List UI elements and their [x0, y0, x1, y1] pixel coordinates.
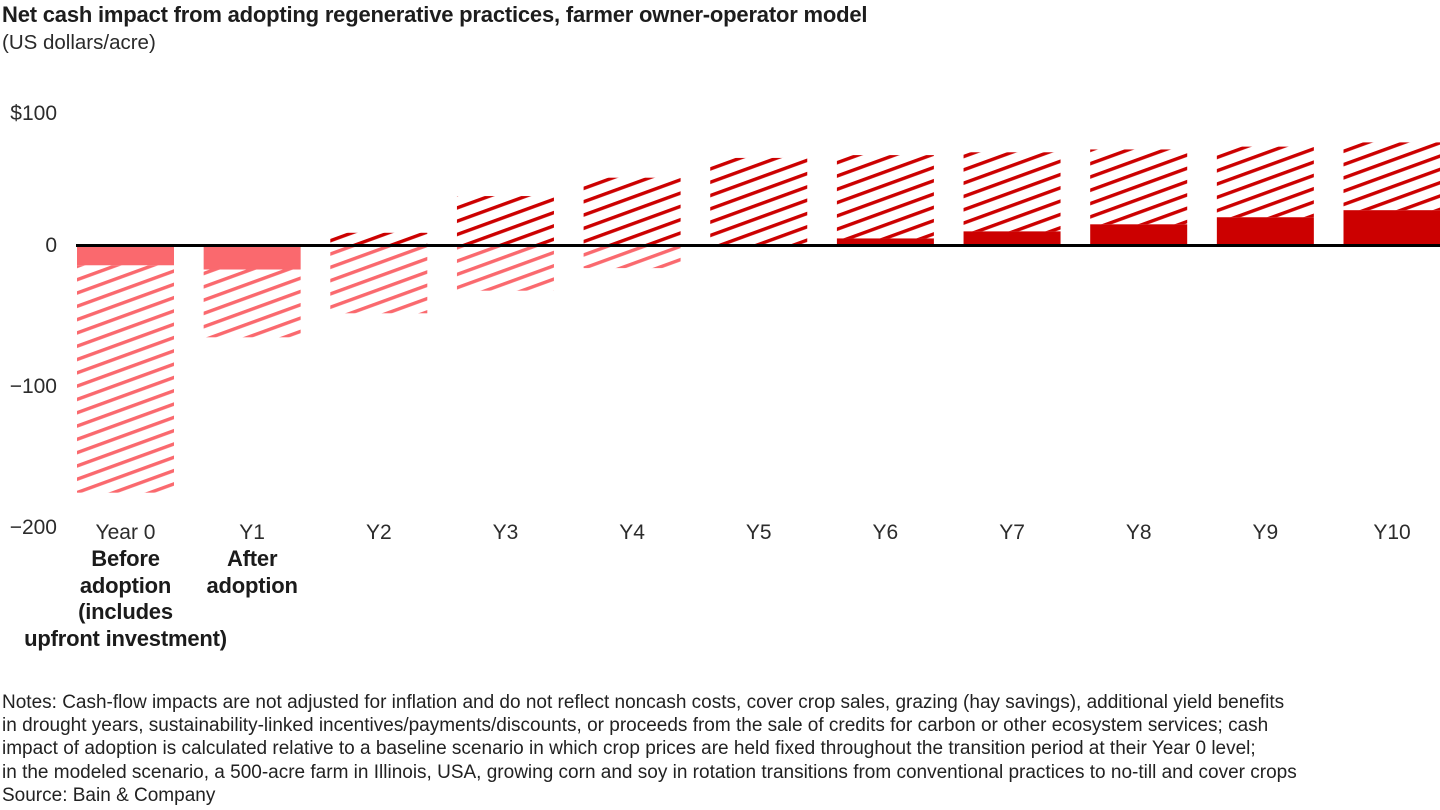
y-tick-label: $100: [10, 102, 57, 126]
hatched-range-bar-positive: [456, 196, 554, 246]
solid-value-bar: [203, 245, 301, 270]
hatched-range-bar-positive: [963, 152, 1061, 232]
notes-line: in drought years, sustainability-linked …: [2, 715, 1269, 737]
solid-value-bar: [836, 238, 934, 246]
x-tick-label: Y4: [619, 521, 645, 544]
solid-value-bar: [1216, 217, 1314, 246]
hatched-range-bar-positive: [710, 157, 808, 246]
axis-annotation-line: Before: [91, 546, 160, 571]
hatched-range-bar-positive: [1216, 146, 1314, 218]
x-tick-label: Y2: [365, 521, 392, 544]
axis-annotation-line: adoption: [206, 572, 298, 598]
axis-annotation: After adoption: [102, 546, 402, 599]
x-tick-label: Y1: [239, 521, 265, 544]
chart-title: Net cash impact from adopting regenerati…: [2, 2, 868, 27]
notes-line: impact of adoption is calculated relativ…: [2, 738, 1256, 760]
x-tick-label: Y10: [1373, 521, 1411, 544]
axis-annotation-line: adoption: [79, 572, 172, 598]
hatched-range-bar-positive: [583, 177, 681, 246]
x-tick-label: Year 0: [95, 521, 156, 544]
y-tick-label: −100: [9, 374, 57, 398]
solid-value-bar: [1343, 210, 1440, 246]
x-tick-label: Y5: [745, 521, 772, 544]
solid-value-bar: [77, 245, 174, 266]
x-tick-label: Y3: [492, 521, 519, 544]
notes-text: Notes: Cash-flow impacts are not adjuste…: [2, 691, 1297, 784]
y-tick-label: −200: [9, 516, 57, 539]
axis-annotation-line: After: [226, 546, 278, 571]
notes-line: in the modeled scenario, a 500-acre farm…: [2, 761, 1297, 783]
hatched-range-bar-positive: [330, 232, 428, 246]
x-tick-label: Y8: [1125, 521, 1152, 544]
axis-annotation-line: upfront investment): [24, 625, 227, 651]
chart-subtitle: (US dollars/acre): [2, 31, 156, 54]
x-tick-label: Y6: [872, 521, 899, 544]
notes-line: Notes: Cash-flow impacts are not adjuste…: [2, 692, 1285, 713]
hatched-range-bar-positive: [836, 155, 934, 239]
hatched-range-bar-negative: [203, 269, 301, 338]
hatched-range-bar-negative: [77, 265, 174, 493]
hatched-range-bar-positive: [1090, 149, 1188, 225]
hatched-range-bar-negative: [330, 245, 428, 314]
source-line: Source: Bain & Company: [2, 784, 216, 806]
hatched-range-bar-positive: [1343, 142, 1440, 211]
x-tick-label: Y9: [1252, 521, 1279, 544]
solid-value-bar: [963, 231, 1061, 246]
hatched-range-bar-negative: [456, 245, 554, 291]
y-tick-label: 0: [45, 233, 57, 257]
hatched-range-bar-negative: [583, 245, 681, 269]
x-tick-label: Y7: [999, 521, 1025, 544]
axis-annotation: Before adoption (includes upfront investmen…: [0, 546, 276, 652]
axis-annotation-line: (includes: [78, 599, 173, 624]
solid-value-bar: [1090, 224, 1188, 246]
chart-notes: Notes: Cash-flow impacts are not adjuste…: [2, 691, 1297, 807]
